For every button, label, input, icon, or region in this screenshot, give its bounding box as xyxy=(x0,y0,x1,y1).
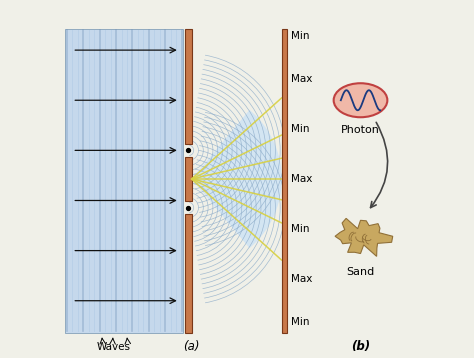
Ellipse shape xyxy=(334,83,387,117)
Text: (a): (a) xyxy=(183,340,200,353)
Polygon shape xyxy=(335,218,393,256)
Text: Max: Max xyxy=(291,174,312,184)
Text: Min: Min xyxy=(291,317,309,327)
Text: Max: Max xyxy=(291,74,312,84)
Polygon shape xyxy=(191,110,282,248)
Text: (b): (b) xyxy=(351,340,370,353)
Bar xyxy=(185,157,191,201)
Bar xyxy=(185,214,191,333)
Text: Sand: Sand xyxy=(346,267,374,277)
Text: Min: Min xyxy=(291,31,309,41)
Bar xyxy=(282,29,287,333)
Text: Photon: Photon xyxy=(341,125,380,135)
Text: Max: Max xyxy=(291,274,312,284)
Text: Min: Min xyxy=(291,224,309,234)
Text: Waves: Waves xyxy=(97,342,130,352)
Text: Min: Min xyxy=(291,124,309,134)
Bar xyxy=(185,29,191,144)
Bar xyxy=(65,29,183,333)
